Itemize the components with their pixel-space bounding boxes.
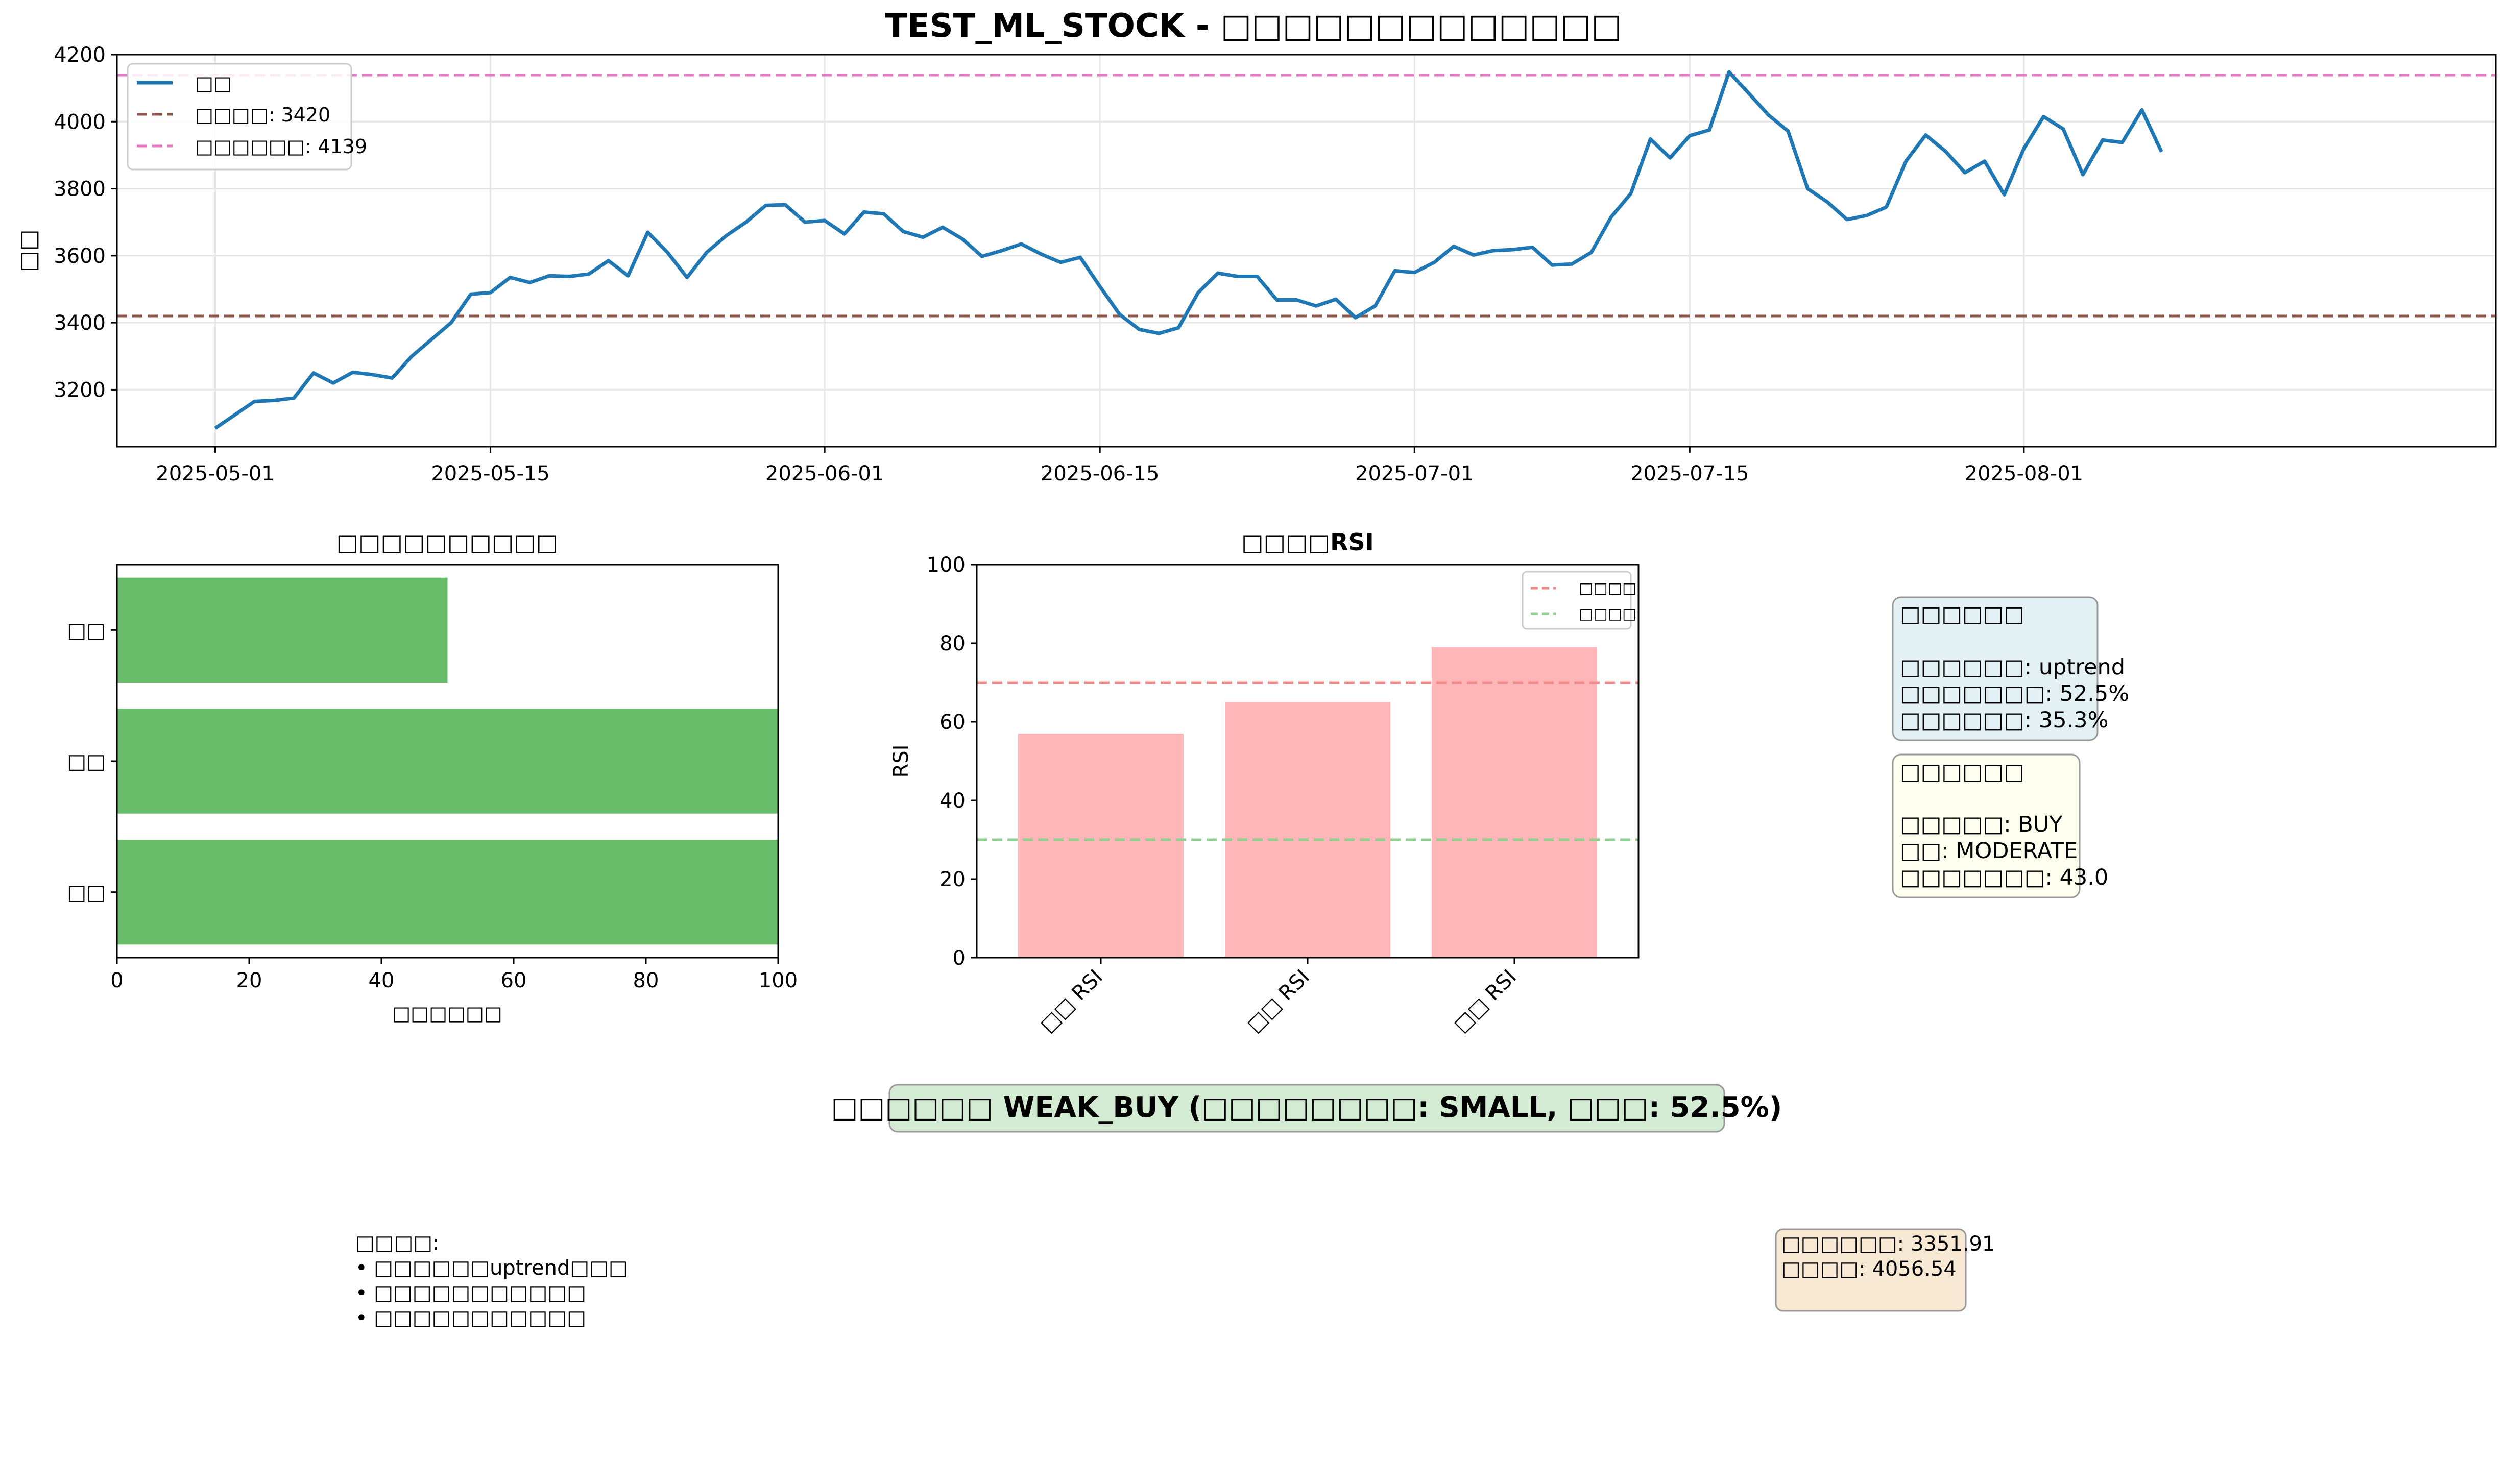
levels-line-target: □□□□: 4056.54 [1781, 1257, 1957, 1281]
price-legend: □□ □□□□: 3420 □□□□□□: 4139 [127, 63, 367, 171]
hbar-category-label: □□ [67, 881, 106, 905]
hbar-y-ticks: □□ □□ □□ [67, 619, 117, 905]
rsi-y-ticks: 0 20 40 60 80 100 [927, 553, 977, 970]
hbar-category-label: □□ [67, 750, 106, 773]
rsi-bar [1432, 647, 1597, 958]
notes-title: □□□□: [355, 1231, 440, 1255]
price-legend-box [127, 63, 352, 171]
price-ytick-label: 3600 [54, 245, 106, 268]
hbar-xtick-label: 100 [759, 969, 798, 992]
levels-line-stop: □□□□□□: 3351.91 [1781, 1232, 1995, 1256]
figure-title: TEST_ML_STOCK - □□□□□□□□□□□□□ [885, 7, 1622, 45]
rsi-bar [1018, 734, 1184, 958]
advice-line-score: □□□□□□□: 43.0 [1900, 865, 2108, 890]
advice-box: □□□□□□ □□□□□: BUY □□: MODERATE □□□□□□□: … [1892, 753, 2108, 898]
hbar-x-ticks: 0 20 40 60 80 100 [110, 958, 798, 992]
notes-block: □□□□: • □□□□□□uptrend□□□ • □□□□□□□□□□□ •… [355, 1231, 628, 1330]
price-ytick-label: 4000 [54, 110, 106, 134]
analysis-box: □□□□□□ □□□□□□: uptrend □□□□□□□: 52.5% □□… [1892, 596, 2129, 741]
advice-box-bg [1892, 753, 2081, 898]
advice-line-level: □□: MODERATE [1900, 838, 2078, 864]
rsi-ytick-label: 0 [953, 946, 966, 970]
notes-line-1: • □□□□□□uptrend□□□ [355, 1256, 628, 1280]
legend-price-label: □□ [195, 72, 232, 94]
price-reference-lines [117, 74, 2496, 318]
hbar-xtick-label: 20 [236, 969, 262, 992]
rsi-bar [1225, 702, 1390, 958]
rsi-threshold-lines [977, 681, 1638, 841]
price-ytick-label: 4200 [54, 43, 106, 67]
price-xtick-label: 2025-07-01 [1355, 462, 1474, 485]
signal-banner-bg [888, 1084, 1725, 1133]
hbar-bars [117, 577, 778, 945]
legend-resistance-label: □□□□□□: 4139 [195, 135, 367, 158]
rsi-legend-box [1522, 571, 1632, 630]
price-axes-frame [116, 54, 2497, 448]
price-xtick-label: 2025-05-15 [431, 462, 549, 485]
price-xtick-label: 2025-05-01 [156, 462, 274, 485]
legend-overbought-label: □□□□ [1579, 579, 1636, 597]
signal-text: □□□□□□ WEAK_BUY (□□□□□□□□: SMALL, □□□: 5… [831, 1091, 1782, 1124]
hbar-x-axis-label: □□□□□□ [392, 1002, 502, 1025]
price-y-ticks: 3200 3400 3600 3800 4000 4200 [54, 43, 117, 402]
advice-line-action: □□□□□: BUY [1900, 812, 2063, 837]
price-xtick-label: 2025-06-15 [1041, 462, 1159, 485]
analysis-line-strength: □□□□□□: 35.3% [1900, 708, 2109, 733]
rsi-legend: □□□□ □□□□ [1522, 571, 1636, 630]
advice-title: □□□□□□ [1900, 759, 2024, 785]
price-xtick-label: 2025-06-01 [765, 462, 884, 485]
price-x-ticks: 2025-05-01 2025-05-15 2025-06-01 2025-06-15… [156, 447, 2083, 485]
hbar-title: □□□□□□□□□□ [336, 528, 559, 556]
analysis-line-prob: □□□□□□□: 52.5% [1900, 681, 2129, 707]
analysis-title: □□□□□□ [1900, 601, 2024, 627]
hbar-bar [117, 577, 448, 683]
hbar-category-label: □□ [67, 619, 106, 642]
hbar-xtick-label: 0 [110, 969, 123, 992]
notes-line-2: • □□□□□□□□□□□ [355, 1281, 586, 1305]
notes-line-3: • □□□□□□□□□□□ [355, 1306, 586, 1330]
rsi-ytick-label: 20 [939, 868, 966, 891]
legend-support-label: □□□□: 3420 [195, 104, 330, 126]
hbar-xtick-label: 60 [501, 969, 527, 992]
trend-strength-chart: □□□□□□□□□□ 0 20 40 60 80 100 □□□□□□ □□□□□□ [67, 528, 798, 1025]
rsi-ytick-label: 80 [939, 632, 966, 655]
rsi-y-axis-label: RSI [889, 745, 913, 778]
levels-box: □□□□□□: 3351.91 □□□□: 4056.54 [1775, 1228, 1995, 1312]
price-y-axis-label: □□ [15, 229, 41, 272]
hbar-xtick-label: 40 [369, 969, 395, 992]
price-series-line [214, 70, 2163, 430]
rsi-bars [1018, 647, 1597, 958]
analysis-box-bg [1892, 596, 2099, 741]
rsi-title: □□□□RSI [1241, 528, 1374, 556]
analysis-line-trend: □□□□□□: uptrend [1900, 654, 2125, 680]
price-ytick-label: 3200 [54, 378, 106, 402]
price-xtick-label: 2025-08-01 [1965, 462, 2083, 485]
rsi-ytick-label: 100 [927, 553, 966, 577]
legend-oversold-label: □□□□ [1579, 605, 1636, 623]
price-xtick-label: 2025-07-15 [1630, 462, 1749, 485]
price-ytick-label: 3800 [54, 178, 106, 201]
rsi-ytick-label: 60 [939, 711, 966, 734]
levels-box-bg [1775, 1228, 1967, 1312]
hbar-bar [117, 840, 778, 945]
hbar-bar [117, 709, 778, 814]
price-ytick-label: 3400 [54, 311, 106, 335]
hbar-xtick-label: 80 [633, 969, 659, 992]
rsi-ytick-label: 40 [939, 789, 966, 813]
signal-banner: □□□□□□ WEAK_BUY (□□□□□□□□: SMALL, □□□: 5… [831, 1084, 1782, 1133]
